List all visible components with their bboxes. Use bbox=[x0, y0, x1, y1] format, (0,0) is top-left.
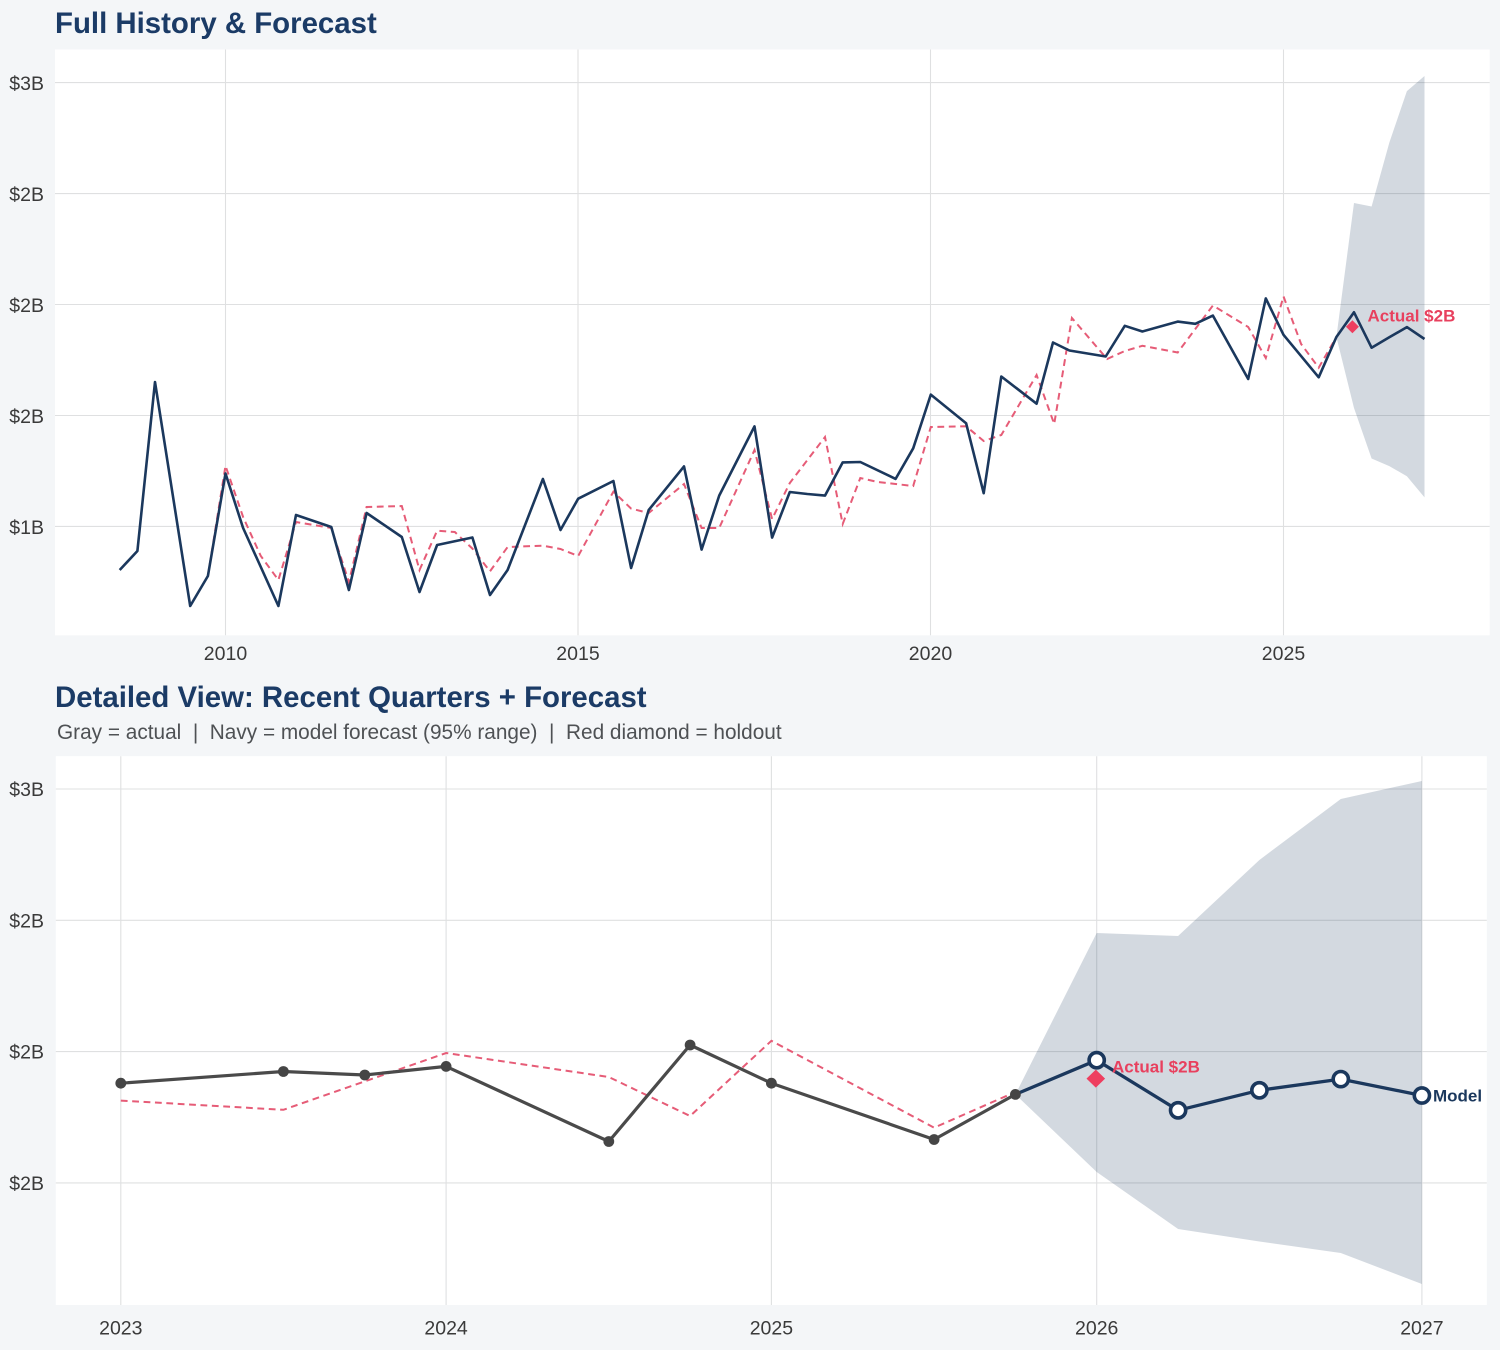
svg-text:2023: 2023 bbox=[99, 1318, 142, 1340]
svg-text:Detailed View: Recent Quarters: Detailed View: Recent Quarters + Forecas… bbox=[55, 681, 647, 714]
svg-text:$2B: $2B bbox=[9, 295, 44, 317]
svg-text:$1B: $1B bbox=[9, 517, 44, 539]
svg-text:2025: 2025 bbox=[1262, 643, 1306, 665]
svg-text:Actual $2B: Actual $2B bbox=[1368, 307, 1456, 326]
svg-text:2025: 2025 bbox=[750, 1318, 794, 1340]
svg-text:$3B: $3B bbox=[9, 779, 44, 801]
svg-text:2020: 2020 bbox=[909, 643, 953, 665]
svg-text:2010: 2010 bbox=[204, 643, 248, 665]
svg-text:Actual $2B: Actual $2B bbox=[1112, 1058, 1200, 1077]
svg-text:Model: Model bbox=[1433, 1087, 1482, 1106]
svg-text:$2B: $2B bbox=[9, 184, 44, 206]
svg-text:2015: 2015 bbox=[556, 643, 600, 665]
svg-text:2024: 2024 bbox=[424, 1318, 468, 1340]
svg-text:$2B: $2B bbox=[9, 910, 44, 932]
svg-text:$2B: $2B bbox=[9, 1173, 44, 1195]
svg-text:2027: 2027 bbox=[1400, 1318, 1443, 1340]
svg-text:$2B: $2B bbox=[9, 1042, 44, 1064]
svg-text:Full History & Forecast: Full History & Forecast bbox=[55, 7, 377, 40]
svg-text:$3B: $3B bbox=[9, 73, 44, 95]
svg-text:Gray = actual | Navy = model: Gray = actual | Navy = model forecast (9… bbox=[57, 721, 782, 744]
svg-text:$2B: $2B bbox=[9, 406, 44, 428]
svg-text:2026: 2026 bbox=[1075, 1318, 1118, 1340]
